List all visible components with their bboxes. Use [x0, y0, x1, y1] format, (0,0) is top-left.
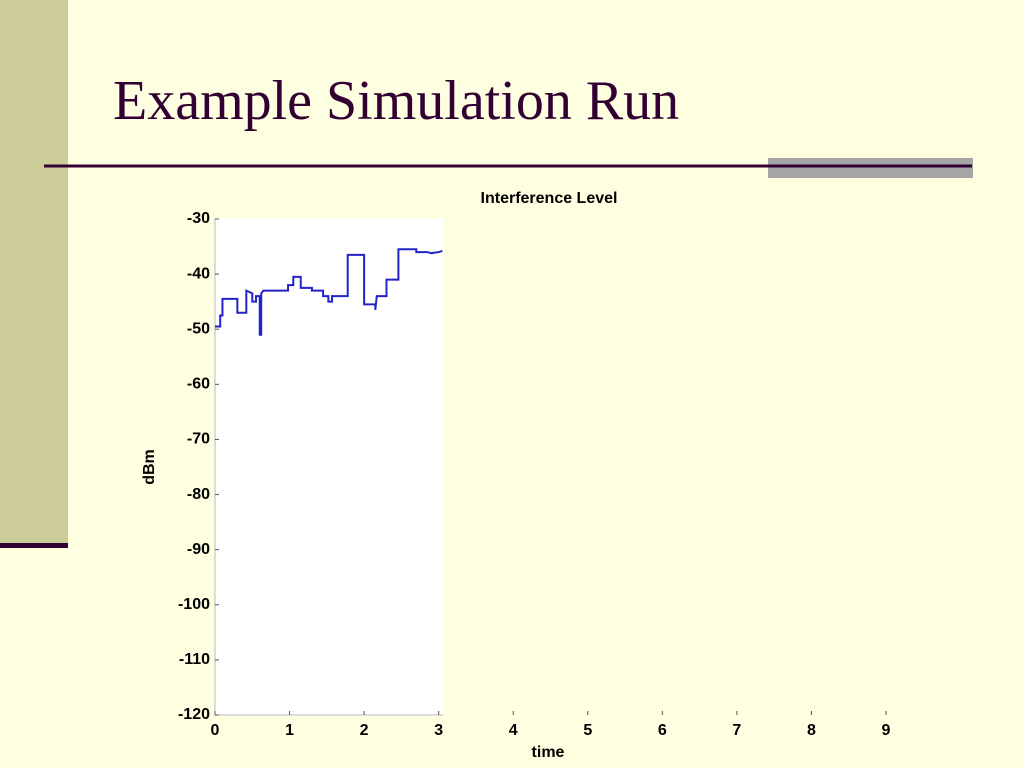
side-bar	[0, 543, 68, 548]
plot-area	[215, 219, 443, 715]
x-tick-label: 0	[211, 722, 220, 739]
y-axis-label: dBm	[141, 449, 158, 485]
x-tick-label: 5	[583, 722, 592, 739]
data-line	[215, 248, 443, 336]
x-tick-label: 1	[285, 722, 294, 739]
x-tick-label: 9	[882, 722, 891, 739]
x-axis-label: time	[532, 744, 565, 761]
y-tick-label: -40	[187, 265, 210, 282]
x-tick-label: 8	[807, 722, 816, 739]
chart-title: Interference Level	[481, 190, 618, 207]
accent-block	[768, 158, 973, 178]
y-tick-label: -90	[187, 541, 210, 558]
slide-title: Example Simulation Run	[113, 70, 679, 132]
x-tick-label: 6	[658, 722, 667, 739]
y-tick-label: -50	[187, 320, 210, 337]
y-tick-label: -80	[187, 486, 210, 503]
y-tick-label: -120	[178, 706, 210, 723]
y-tick-label: -100	[178, 596, 210, 613]
x-tick-label: 2	[360, 722, 369, 739]
y-tick-label: -60	[187, 376, 210, 393]
side-band	[0, 0, 68, 545]
y-tick-label: -70	[187, 431, 210, 448]
y-tick-label: -30	[187, 210, 210, 227]
y-tick-label: -110	[179, 651, 210, 668]
x-tick-label: 4	[509, 722, 518, 739]
x-tick-label: 3	[434, 722, 443, 739]
x-tick-label: 7	[732, 722, 741, 739]
